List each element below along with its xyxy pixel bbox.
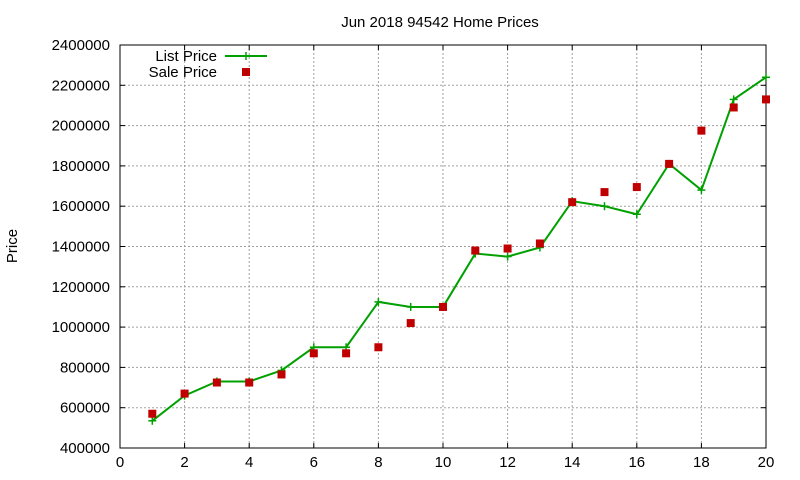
y-tick-label: 1600000 [52, 198, 110, 215]
sale-price-point [535, 239, 544, 248]
legend-marker-list-price [225, 52, 267, 60]
y-tick-label: 800000 [60, 359, 110, 376]
list-price-line [151, 76, 767, 422]
legend-plus-list-price [242, 52, 250, 60]
y-tick-label: 2200000 [52, 77, 110, 94]
y-axis-ticks: 400000 600000 800000 1000000 1200000 1400000 1… [52, 37, 766, 457]
y-tick-label: 2400000 [52, 37, 110, 54]
y-axis-label: Price [4, 229, 21, 263]
sale-price-point [568, 198, 577, 207]
legend-label-list-price: List Price [155, 48, 217, 65]
legend-marker-sale-price [242, 68, 250, 76]
sale-price-point [245, 378, 254, 387]
sale-price-point [277, 370, 286, 379]
x-tick-label: 16 [628, 454, 645, 471]
y-tick-label: 600000 [60, 400, 110, 417]
x-tick-label: 12 [499, 454, 516, 471]
sale-price-point [729, 103, 738, 112]
sale-price-point [503, 244, 512, 253]
sale-price-point [471, 246, 480, 255]
y-tick-label: 1000000 [52, 319, 110, 336]
grid [120, 45, 766, 448]
legend-square-sale-price [242, 68, 250, 76]
x-tick-label: 2 [180, 454, 188, 471]
y-tick-label: 1800000 [52, 158, 110, 175]
sale-price-point [374, 343, 383, 352]
sale-price-point [406, 319, 415, 328]
list-price-point [729, 95, 738, 104]
sale-price-point [148, 409, 157, 418]
x-tick-label: 14 [564, 454, 581, 471]
sale-price-point [439, 302, 447, 311]
y-tick-label: 1400000 [52, 239, 110, 256]
sale-price-point [600, 188, 609, 197]
y-tick-label: 2000000 [52, 118, 110, 135]
x-tick-label: 6 [310, 454, 318, 471]
x-axis-ticks: 0 2 4 6 8 10 12 14 16 18 20 [116, 45, 775, 471]
legend-label-sale-price: Sale Price [149, 64, 217, 81]
x-tick-label: 0 [116, 454, 124, 471]
list-price-point [600, 202, 609, 211]
sale-price-point [665, 159, 674, 168]
y-tick-label: 400000 [60, 440, 110, 457]
y-tick-label: 1200000 [52, 279, 110, 296]
x-tick-label: 8 [374, 454, 382, 471]
list-price-point [632, 210, 641, 219]
x-tick-label: 18 [693, 454, 710, 471]
sale-price-point [632, 183, 641, 192]
list-price-point [148, 416, 157, 425]
list-price-point [374, 297, 383, 306]
sale-price-point [309, 349, 318, 358]
list-price-point [697, 186, 706, 195]
x-tick-label: 4 [245, 454, 253, 471]
sale-price-point [180, 389, 189, 398]
sale-price-point [762, 95, 770, 104]
x-tick-label: 10 [435, 454, 452, 471]
sale-price-point [212, 378, 221, 387]
legend: List Price Sale Price [149, 48, 267, 81]
list-price-point [406, 302, 415, 311]
x-tick-label: 20 [758, 454, 775, 471]
list-price-point [503, 252, 512, 261]
sale-price-point [342, 349, 351, 358]
plot-frame [119, 44, 767, 449]
series [148, 73, 770, 425]
chart-title: Jun 2018 94542 Home Prices [341, 14, 539, 31]
sale-price-point [697, 126, 706, 135]
list-price-point [762, 73, 770, 82]
